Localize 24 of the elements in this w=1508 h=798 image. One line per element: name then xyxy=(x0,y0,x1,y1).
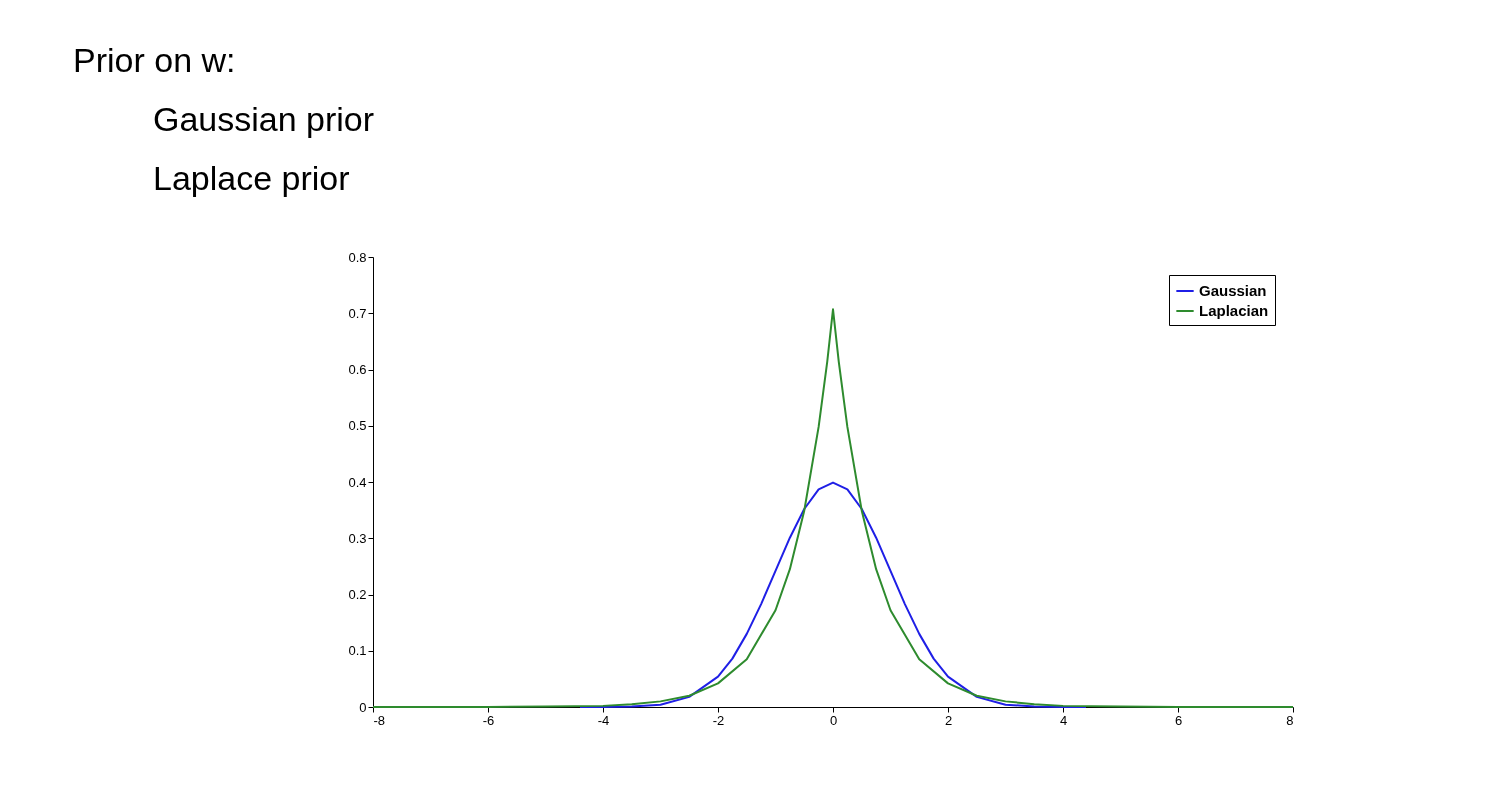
legend-label: Laplacian xyxy=(1199,302,1269,319)
x-tick-label: -8 xyxy=(373,712,386,728)
x-tick-label: 2 xyxy=(944,712,953,728)
y-tick-label: 0.2 xyxy=(348,587,367,602)
y-tick-label: 0.3 xyxy=(348,530,367,546)
x-tick-label: 0 xyxy=(829,712,838,728)
legend-label: Gaussian xyxy=(1199,282,1267,299)
chart-title: Prior on w: xyxy=(73,41,236,79)
x-tick-label: 6 xyxy=(1174,712,1183,728)
y-tick-label: 0.6 xyxy=(348,362,367,377)
y-tick-label: 0.5 xyxy=(348,418,367,434)
y-tick-label: 0.1 xyxy=(348,643,367,659)
y-tick-label: 0.8 xyxy=(348,249,367,265)
text: Gaussian prior xyxy=(153,100,375,138)
x-tick-label: -6 xyxy=(482,712,495,728)
x-tick-label: 4 xyxy=(1059,712,1068,728)
line-series xyxy=(579,481,1087,708)
y-tick-label: 0.4 xyxy=(348,474,367,490)
y-tick-label: 0.7 xyxy=(348,305,367,321)
text: Laplace prior xyxy=(153,159,350,197)
x-tick-label: -4 xyxy=(597,712,610,728)
x-tick-label: -2 xyxy=(712,712,725,728)
y-tick-label: 0 xyxy=(359,699,367,715)
x-tick-label: 8 xyxy=(1286,712,1294,728)
